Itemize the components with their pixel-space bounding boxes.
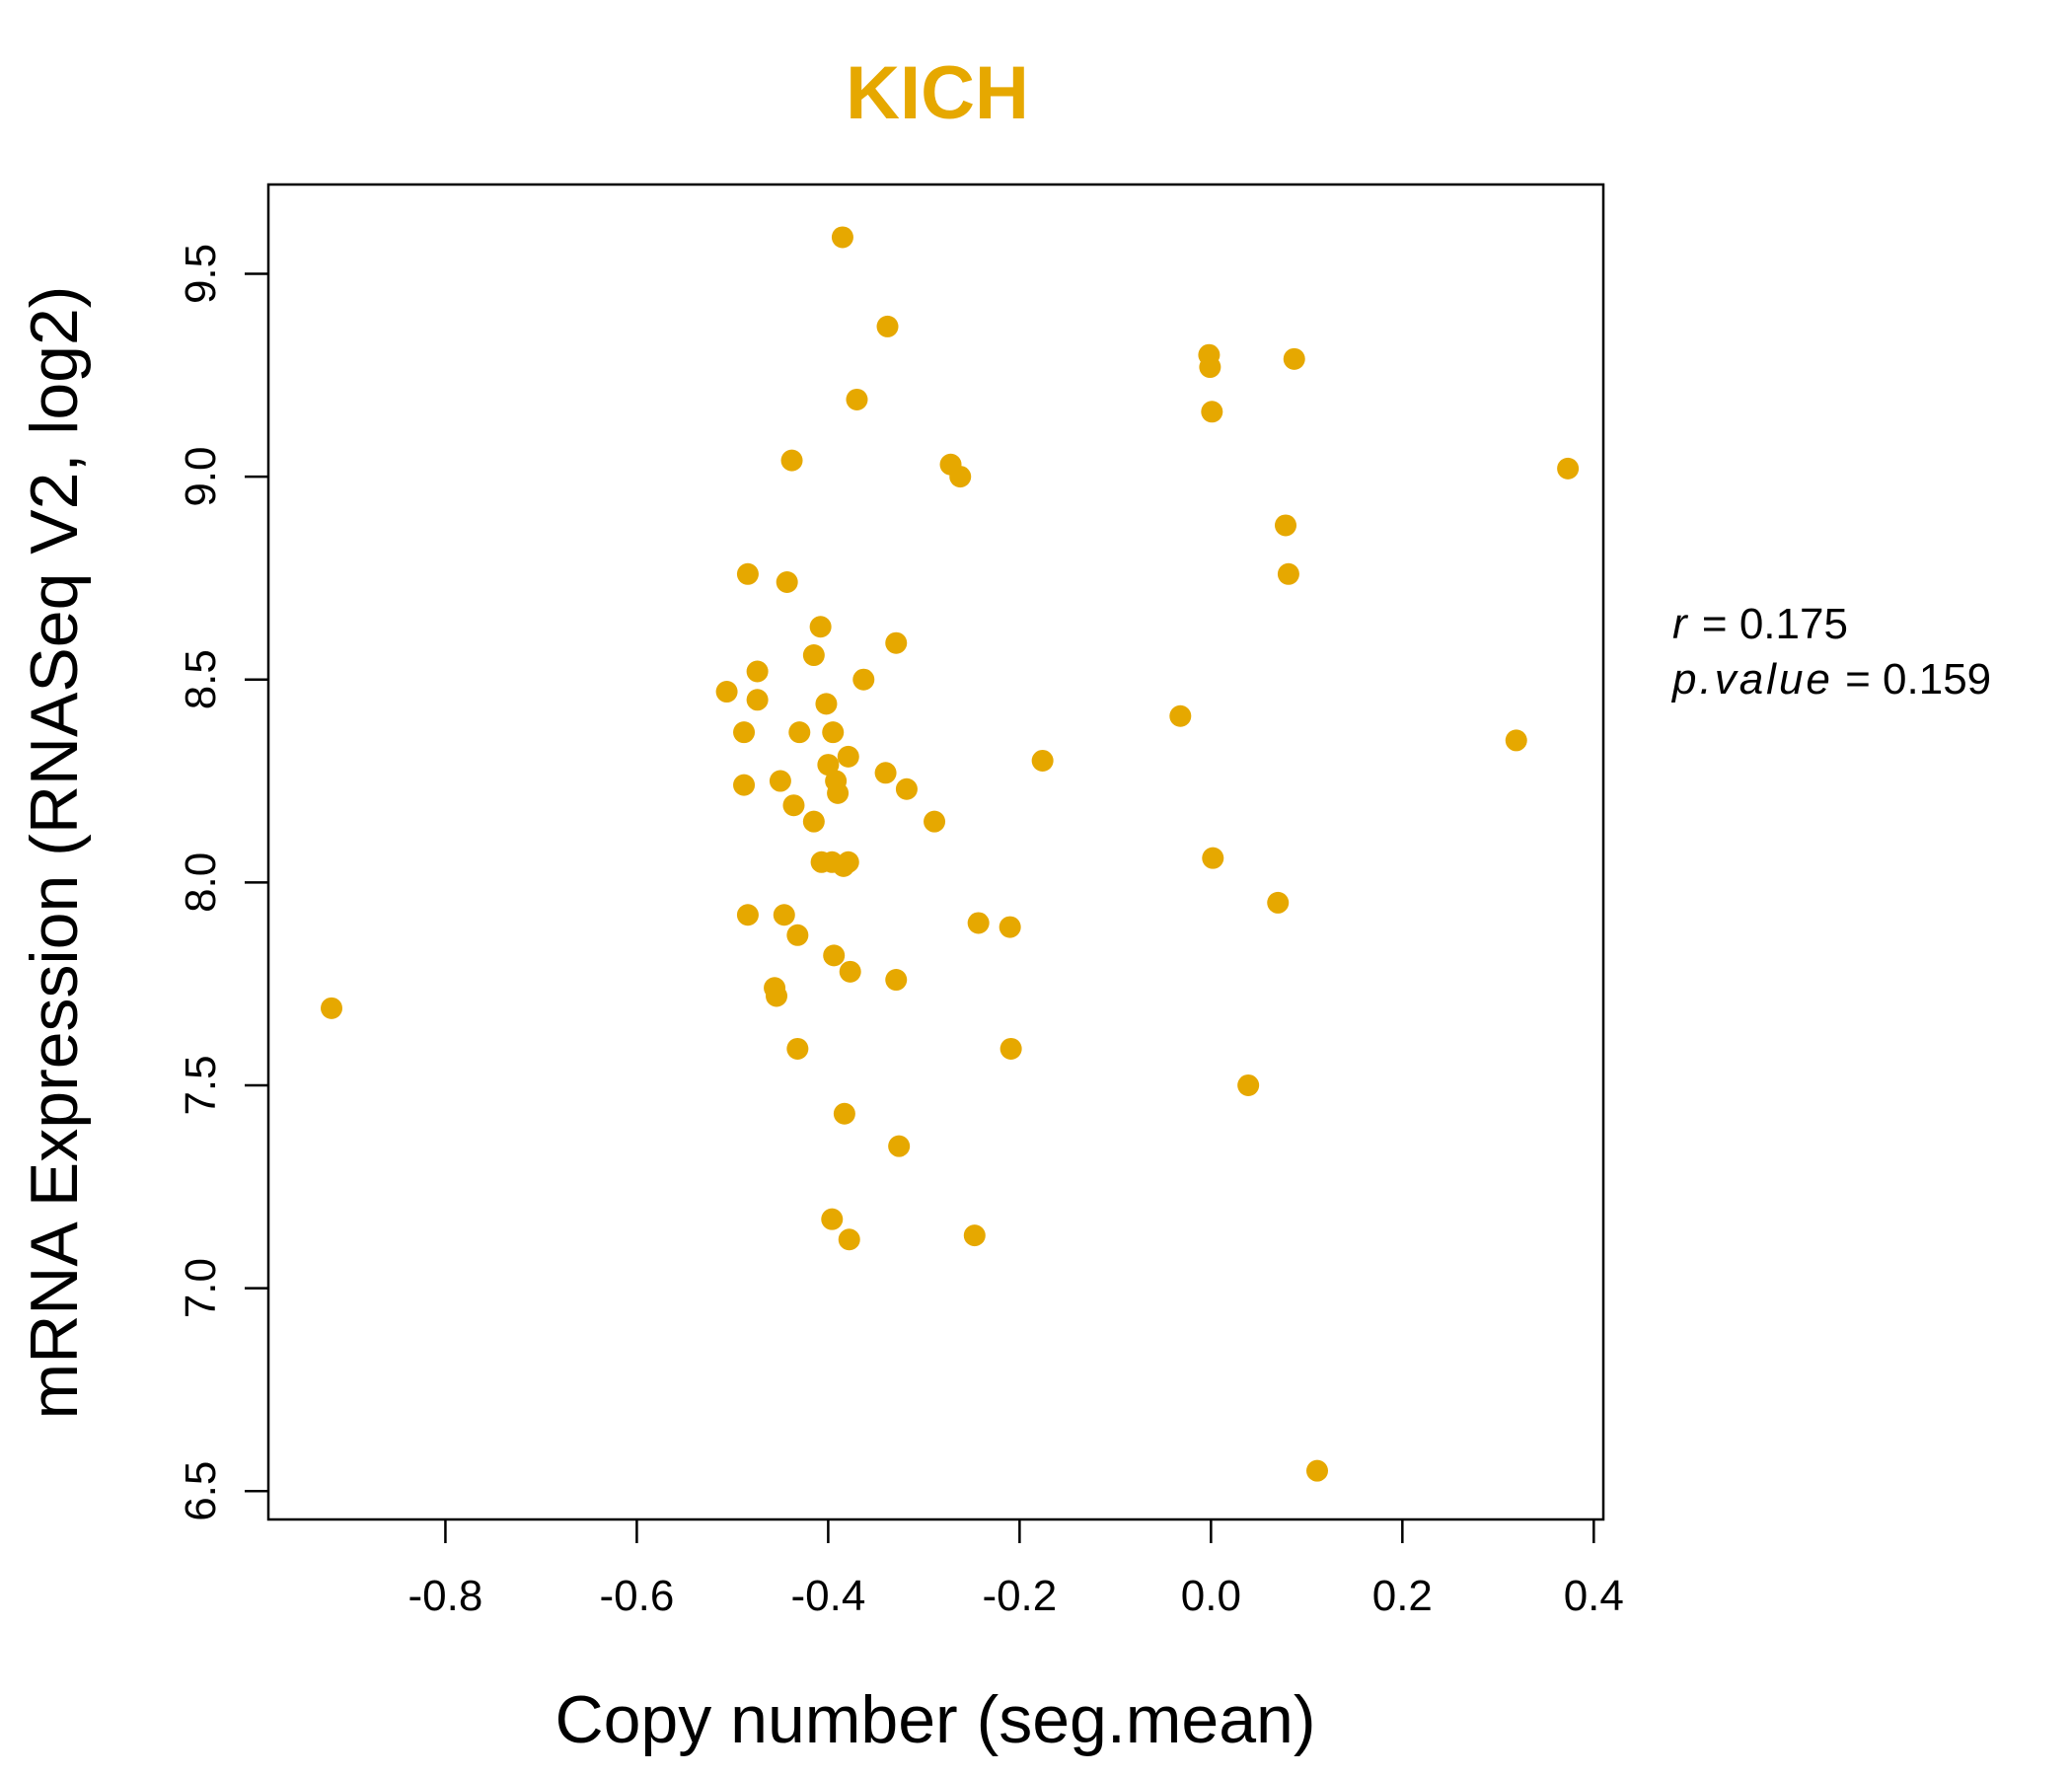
y-tick-label: 9.0 [177,447,225,507]
x-axis: -0.8 -0.6 -0.4 -0.2 0.0 0.2 0.4 [408,1519,1624,1620]
chart-title: KICH [846,51,1029,135]
y-tick-label: 8.0 [177,852,225,913]
x-tick-label: 0.0 [1181,1572,1241,1620]
data-point [780,449,803,472]
data-point [786,924,809,946]
data-point [837,745,859,768]
data-point [1202,847,1224,869]
y-tick-label: 7.0 [177,1258,225,1318]
data-point [1283,347,1305,370]
y-axis: 6.5 7.0 7.5 8.0 8.5 9.0 9.5 [177,244,268,1521]
stat-r-label: r [1672,600,1690,648]
data-point [924,810,946,833]
data-point [967,912,990,934]
data-point [776,571,798,594]
data-point [885,969,908,992]
y-tick-label: 6.5 [177,1461,225,1521]
x-tick-label: -0.2 [982,1572,1057,1620]
data-point [888,1135,911,1157]
data-point [895,777,918,800]
data-point [1267,891,1290,914]
data-point [822,721,845,744]
x-tick-label: -0.6 [599,1572,674,1620]
y-tick-label: 8.5 [177,649,225,709]
x-tick-label: -0.8 [408,1572,483,1620]
data-point [773,904,795,926]
stat-p-equals: = [1845,655,1883,703]
data-point [1505,729,1527,752]
data-point [999,1037,1022,1060]
data-point [782,794,805,817]
y-tick-label: 9.5 [177,244,225,304]
data-point [1557,457,1580,480]
data-point [815,693,838,715]
data-point [769,770,791,792]
stat-r-equals: = [1702,600,1739,648]
data-point [786,1037,809,1060]
data-point [821,1208,844,1230]
data-point [827,781,850,804]
x-axis-label: Copy number (seg.mean) [555,1682,1315,1757]
data-point [1277,562,1299,585]
data-point [876,315,899,337]
data-point [874,762,897,784]
data-point [1201,401,1223,423]
data-point [885,631,908,654]
data-point [715,681,738,703]
stat-p-value: 0.159 [1883,655,1991,703]
data-point [809,616,832,638]
data-points [321,226,1580,1482]
data-point [802,810,825,833]
data-point [833,1102,855,1125]
data-point [949,466,972,488]
stat-p: p.value = 0.159 [1670,655,1991,703]
data-point [736,562,759,585]
data-point [838,1228,860,1251]
data-point [733,774,756,796]
data-point [817,754,840,777]
data-point [746,689,769,711]
data-point [852,668,875,691]
data-point [1031,749,1054,772]
data-point [733,721,756,744]
stat-r-value: 0.175 [1739,600,1848,648]
stat-p-label: p.value [1670,655,1833,703]
data-point [823,944,846,967]
data-point [999,916,1021,938]
data-point [1274,514,1296,537]
y-tick-label: 7.5 [177,1055,225,1115]
data-point [963,1224,986,1247]
data-point [746,660,769,683]
data-point [802,644,825,667]
data-point [321,997,343,1019]
data-point [846,388,868,410]
data-point [831,226,853,249]
data-point [1169,704,1192,727]
x-tick-label: 0.4 [1564,1572,1624,1620]
data-point [1237,1073,1260,1096]
data-point [788,721,811,744]
plot-frame [266,183,1605,1521]
data-point [837,851,859,873]
data-point [839,960,861,983]
x-tick-label: 0.2 [1372,1572,1433,1620]
data-point [1199,356,1221,379]
data-point [766,985,788,1007]
data-point [736,904,759,926]
x-tick-label: -0.4 [790,1572,865,1620]
stat-r: r = 0.175 [1672,600,1848,648]
data-point [1306,1459,1329,1482]
y-axis-label: mRNA Expression (RNASeq V2, log2) [17,286,92,1420]
